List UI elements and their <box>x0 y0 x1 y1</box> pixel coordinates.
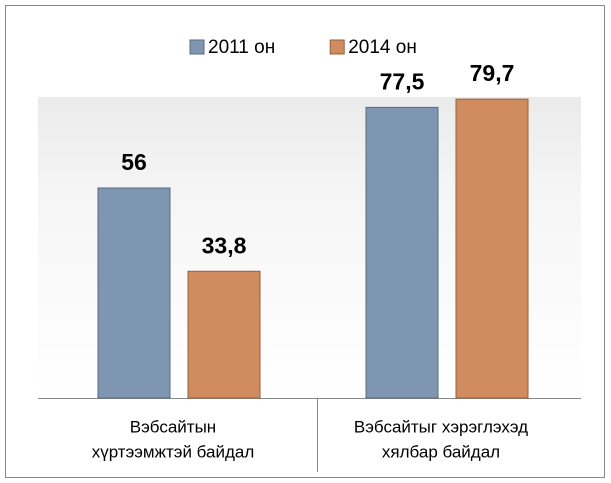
value-label: 33,8 <box>202 232 247 258</box>
bar <box>455 98 529 399</box>
legend-label: 2011 он <box>208 37 275 58</box>
x-tick-label: Вэбсайтын <box>130 417 216 436</box>
x-tick-label: хүртээмжтэй байдал <box>92 442 255 461</box>
value-label: 77,5 <box>380 68 425 94</box>
legend-label: 2014 он <box>348 37 417 58</box>
value-label: 79,7 <box>470 60 515 86</box>
bar <box>187 270 261 399</box>
x-tick-label: хялбар байдал <box>382 442 500 461</box>
x-tick-label: Вэбсайтыг хэрэглэхэд <box>354 417 528 436</box>
bar <box>97 187 171 399</box>
legend-swatch <box>189 39 205 55</box>
value-label: 56 <box>121 149 147 175</box>
bar <box>365 106 439 399</box>
legend-swatch <box>329 39 345 55</box>
